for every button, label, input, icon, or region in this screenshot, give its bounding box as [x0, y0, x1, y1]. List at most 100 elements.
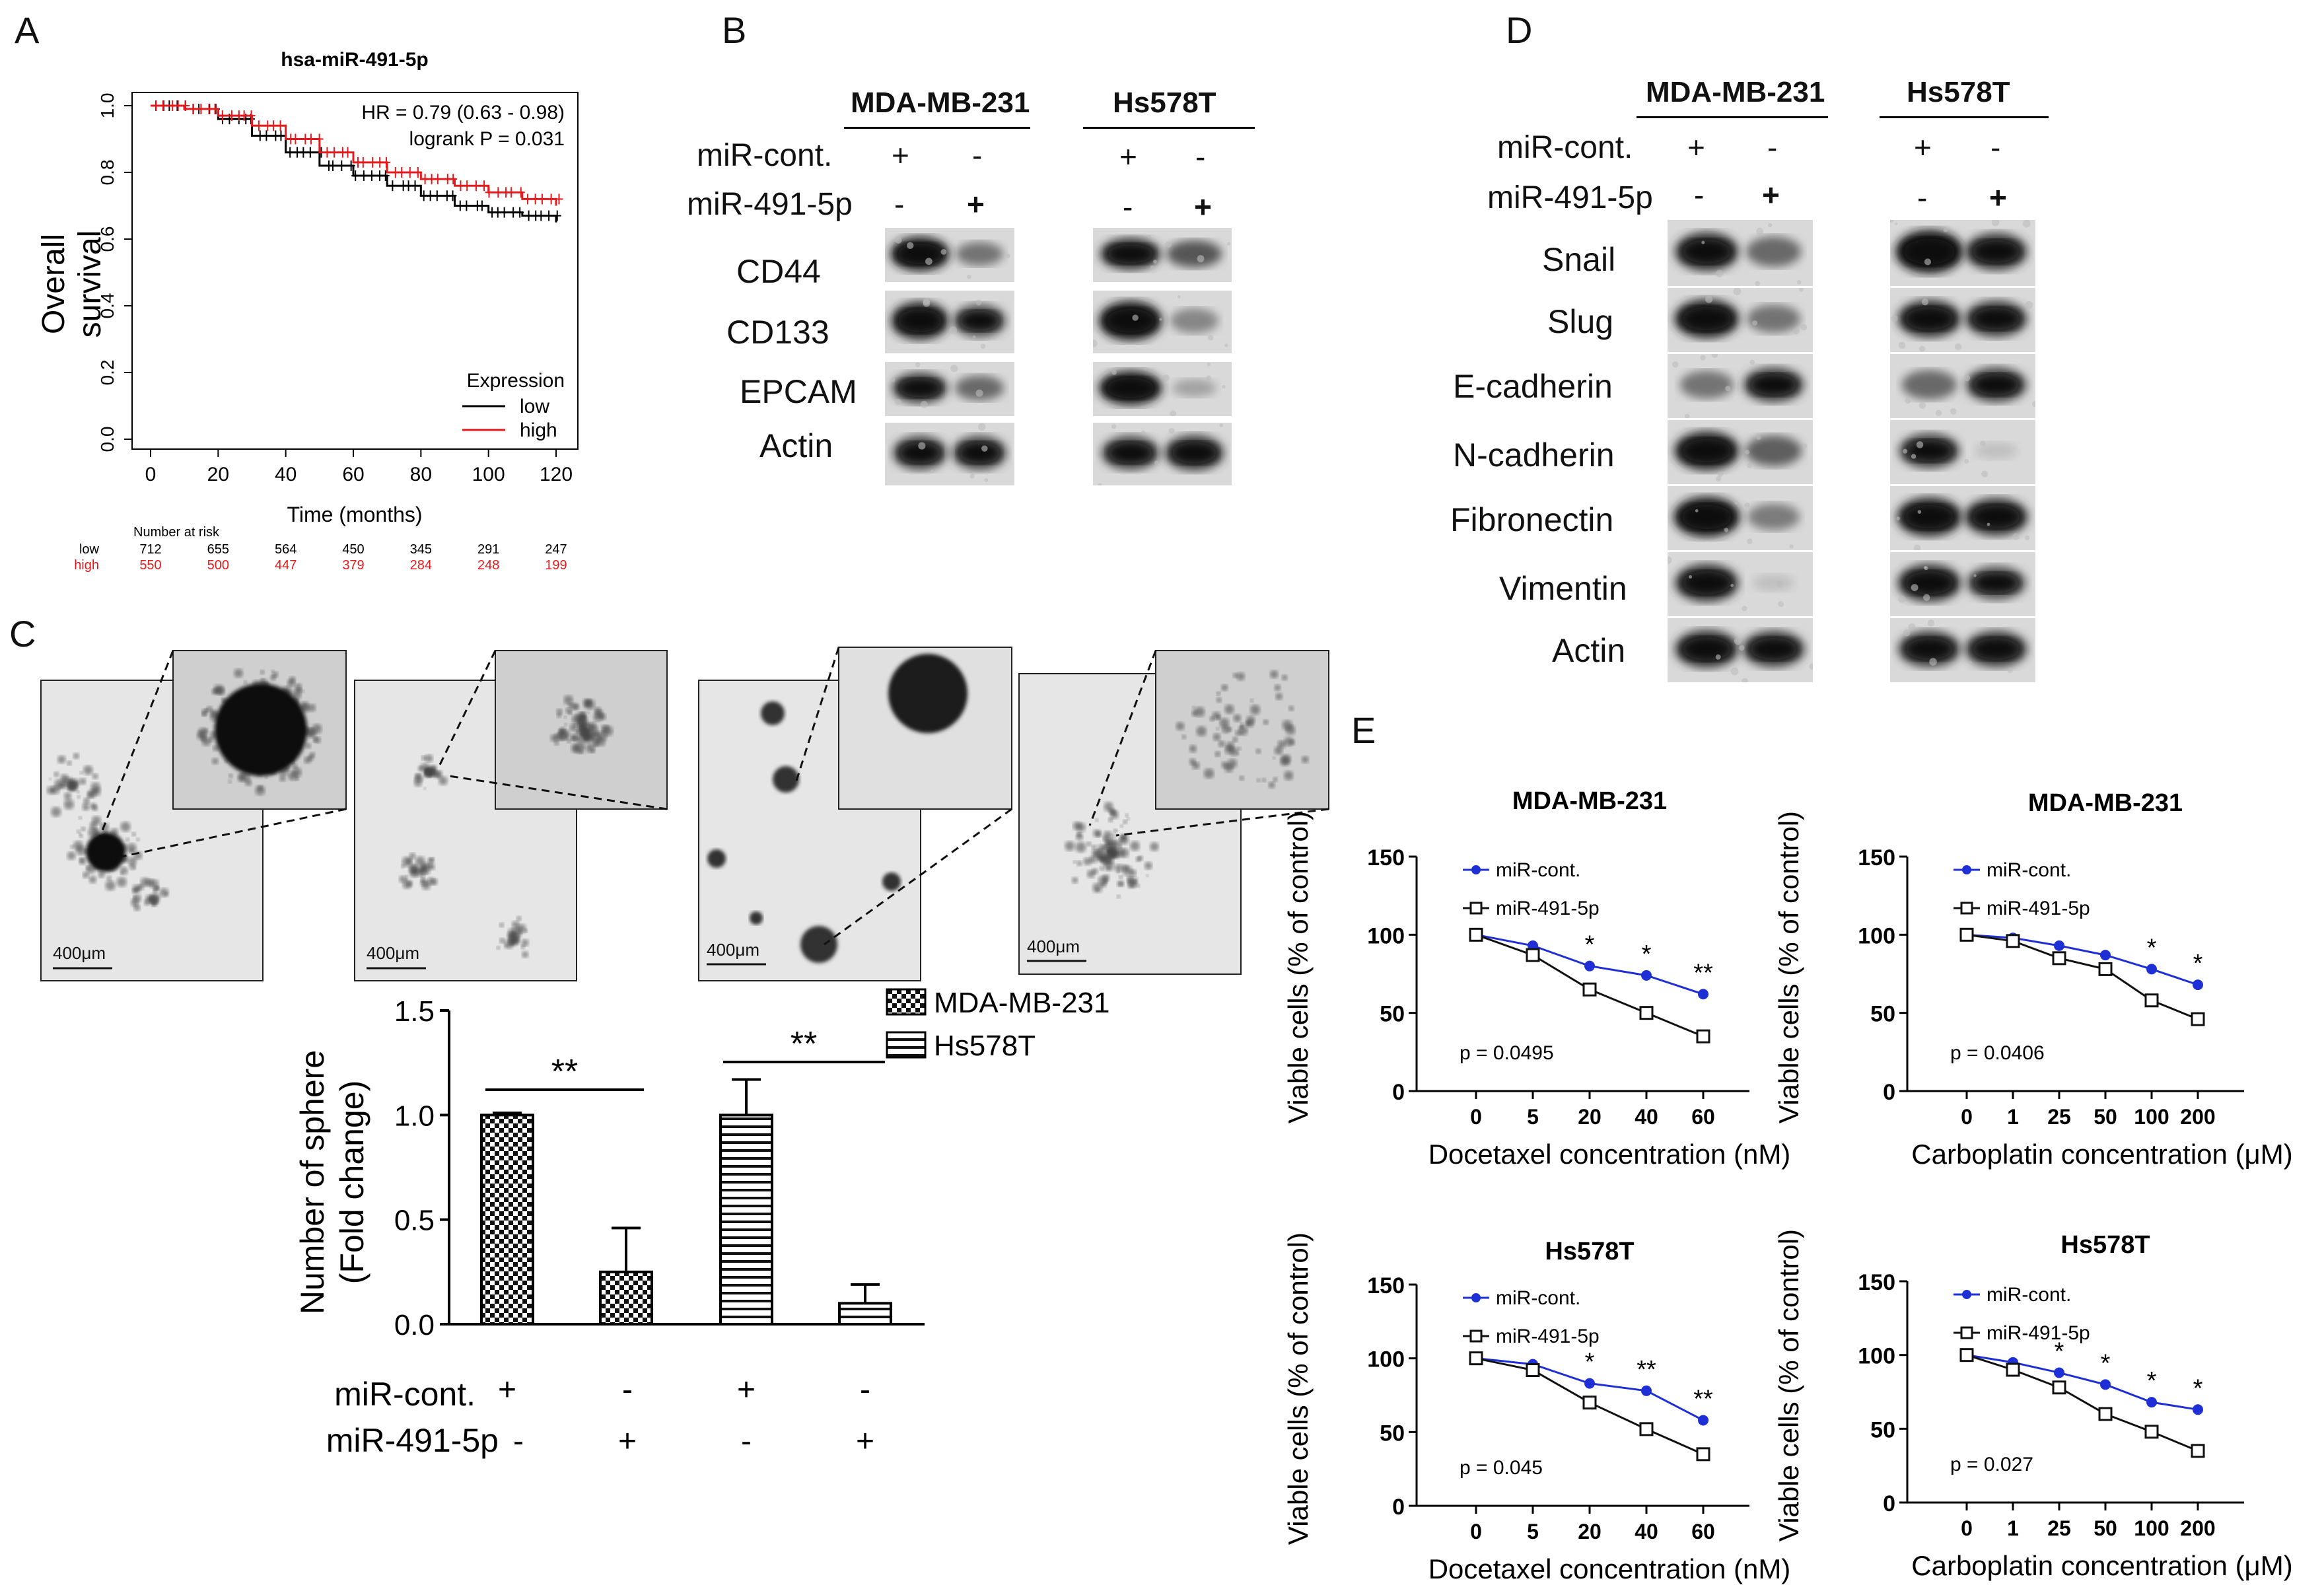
cell-cluster-dot	[1221, 725, 1230, 734]
zoom-dashed-line	[438, 650, 497, 767]
blot-band-core	[1681, 505, 1732, 530]
blot-noise	[1802, 443, 1808, 448]
blot-noise	[1742, 606, 1747, 612]
panel-d-row-mir-label: miR-491-5p	[1487, 180, 1653, 215]
blot-noise	[1685, 413, 1690, 418]
panel-b-sign: -	[1123, 190, 1133, 224]
cell-cluster-dot	[405, 874, 409, 879]
blot-d-mda-1-image	[1668, 288, 1813, 352]
cell-cluster-dot	[1176, 722, 1185, 730]
cell-cluster-dot	[1240, 722, 1244, 727]
cell-cluster-dot	[425, 872, 429, 875]
blot-noise	[1924, 566, 1928, 571]
blot-band-core	[1108, 442, 1152, 464]
blot-band-core	[898, 309, 942, 333]
cell-cluster-dot	[1277, 740, 1286, 748]
blot-noise	[918, 442, 926, 450]
viability-point-mir	[1582, 1396, 1597, 1410]
cell-cluster-dot	[120, 871, 123, 875]
cell-cluster-dot	[1216, 727, 1220, 730]
panel-b-row-mir-label: miR-491-5p	[687, 187, 853, 222]
viability-x-tick-label: 50	[2094, 1516, 2117, 1540]
cell-cluster-dot	[1232, 672, 1238, 678]
km-title: hsa-miR-491-5p	[281, 49, 428, 71]
viability-point-mir	[1469, 927, 1483, 942]
cell-cluster-dot	[1233, 714, 1242, 723]
blot-noise	[978, 423, 986, 431]
cell-cluster-dot	[153, 888, 158, 894]
km-x-tick-label: 120	[540, 464, 573, 485]
blot-noise	[1742, 678, 1749, 682]
cell-cluster-dot	[1092, 868, 1098, 874]
cell-cluster-dot	[46, 786, 55, 795]
blot-band-core	[1106, 377, 1154, 399]
blot-d-mda-0	[1668, 220, 1813, 286]
viability-x-tick-label: 25	[2047, 1516, 2071, 1540]
blot-noise	[1973, 574, 1977, 577]
viability-y-tick-label: 50	[1870, 1002, 1895, 1027]
cell-cluster-dot	[524, 929, 528, 933]
cell-cluster-dot	[81, 826, 86, 832]
blot-noise	[1668, 556, 1672, 564]
blot-noise	[975, 299, 982, 306]
sphere	[750, 911, 763, 925]
cell-cluster-dot	[585, 699, 592, 706]
cell-cluster-dot	[1216, 691, 1221, 696]
cell-cluster-dot	[1189, 745, 1197, 753]
bar-sign: +	[856, 1424, 874, 1459]
panel-d-sign: -	[1990, 130, 2001, 164]
viability-point-cont	[2193, 1404, 2203, 1415]
viability-legend-marker	[1960, 1326, 1973, 1339]
cell-cluster-dot	[602, 725, 614, 736]
cell-cluster-dot	[557, 730, 568, 741]
km-risk-row-label: low	[79, 542, 100, 557]
cell-cluster-dot	[1216, 697, 1222, 703]
cell-cluster-dot	[1104, 802, 1113, 812]
sphere	[773, 766, 799, 793]
blot-noise	[1896, 516, 1900, 520]
cell-cluster-dot	[120, 822, 131, 832]
cell-cluster-dot	[214, 687, 221, 693]
viability-p-value: p = 0.027	[1950, 1454, 2033, 1475]
blot-noise	[1098, 483, 1102, 485]
bar-sign: -	[622, 1372, 633, 1407]
blot-noise	[1797, 280, 1802, 285]
cell-cluster-dot	[1104, 861, 1114, 871]
cell-cluster-dot	[271, 671, 279, 678]
cell-cluster-dot	[1239, 775, 1244, 781]
cell-cluster-dot	[1284, 771, 1294, 781]
panel-d-sign: +	[1762, 178, 1780, 212]
cell-cluster-dot	[420, 878, 425, 882]
panel-c-letter: C	[9, 613, 36, 655]
blot-noise	[1943, 228, 1948, 232]
viability-x-tick-label: 50	[2094, 1105, 2117, 1129]
cell-cluster-dot	[1144, 861, 1152, 870]
blot-noise	[915, 362, 921, 367]
viability-point-mir	[1526, 948, 1540, 962]
viability-y-tick-label: 50	[1380, 1002, 1405, 1027]
blot-noise	[1963, 374, 1971, 382]
blot-band	[1746, 304, 1801, 333]
cell-cluster-dot	[83, 765, 93, 775]
km-risk-value: 550	[139, 558, 161, 573]
cell-cluster-dot	[1213, 733, 1221, 741]
cell-cluster-dot	[1196, 726, 1207, 736]
cell-cluster-dot	[1119, 845, 1122, 849]
cell-cluster-dot	[581, 744, 585, 749]
cell-cluster-dot	[204, 708, 208, 712]
blot-noise	[1777, 580, 1784, 588]
cell-cluster-dot	[213, 745, 219, 752]
bar-y-tick-label: 1.5	[394, 995, 435, 1028]
cell-cluster-dot	[1224, 704, 1234, 715]
blot-noise	[1147, 234, 1151, 238]
blot-b-mda-3	[885, 423, 1014, 485]
km-y-label: survival	[73, 230, 108, 338]
blot-noise	[1705, 295, 1713, 303]
panel-d-sign: -	[1694, 178, 1705, 212]
blot-noise	[923, 299, 931, 307]
cell-cluster-dot	[1221, 684, 1228, 691]
sphere	[800, 926, 837, 963]
blot-noise	[1162, 374, 1170, 382]
blot-band-core	[1750, 637, 1798, 660]
km-y-tick-label: 0.8	[97, 160, 118, 186]
